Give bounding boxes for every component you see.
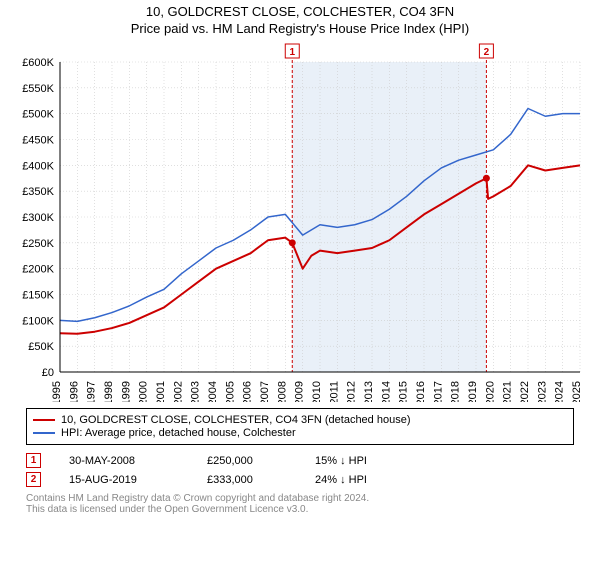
svg-text:2009: 2009 xyxy=(294,381,306,402)
svg-text:£550K: £550K xyxy=(22,83,54,95)
svg-text:£400K: £400K xyxy=(22,160,54,172)
svg-text:2001: 2001 xyxy=(155,381,167,402)
svg-text:£0: £0 xyxy=(42,367,54,379)
svg-text:2008: 2008 xyxy=(276,381,288,402)
svg-text:1995: 1995 xyxy=(51,381,63,402)
svg-text:£600K: £600K xyxy=(22,57,54,69)
event-date: 30-MAY-2008 xyxy=(69,455,179,467)
svg-text:2006: 2006 xyxy=(242,381,254,402)
page-title-address: 10, GOLDCREST CLOSE, COLCHESTER, CO4 3FN xyxy=(0,4,600,19)
svg-text:£450K: £450K xyxy=(22,135,54,147)
events-table: 1 30-MAY-2008 £250,000 15% ↓ HPI 2 15-AUG-201… xyxy=(26,453,574,487)
svg-text:£50K: £50K xyxy=(28,341,54,353)
legend: 10, GOLDCREST CLOSE, COLCHESTER, CO4 3FN… xyxy=(26,408,574,445)
svg-text:2021: 2021 xyxy=(502,381,514,402)
svg-text:£150K: £150K xyxy=(22,290,54,302)
svg-text:2017: 2017 xyxy=(432,381,444,402)
svg-text:2019: 2019 xyxy=(467,381,479,402)
legend-row: 10, GOLDCREST CLOSE, COLCHESTER, CO4 3FN… xyxy=(33,414,567,426)
svg-text:1999: 1999 xyxy=(120,381,132,402)
legend-swatch xyxy=(33,419,55,421)
event-row: 2 15-AUG-2019 £333,000 24% ↓ HPI xyxy=(26,472,574,487)
legend-label: HPI: Average price, detached house, Colc… xyxy=(61,427,296,439)
svg-text:2015: 2015 xyxy=(398,381,410,402)
footer-attribution: Contains HM Land Registry data © Crown c… xyxy=(26,493,574,515)
svg-text:2000: 2000 xyxy=(138,381,150,402)
event-delta: 24% ↓ HPI xyxy=(315,474,367,486)
svg-text:£350K: £350K xyxy=(22,186,54,198)
svg-text:£100K: £100K xyxy=(22,315,54,327)
svg-text:2025: 2025 xyxy=(571,381,583,402)
svg-text:2014: 2014 xyxy=(380,381,392,402)
event-date: 15-AUG-2019 xyxy=(69,474,179,486)
page-title-sub: Price paid vs. HM Land Registry's House … xyxy=(0,21,600,36)
event-price: £333,000 xyxy=(207,474,287,486)
svg-text:2: 2 xyxy=(484,47,490,58)
svg-text:2018: 2018 xyxy=(450,381,462,402)
event-marker: 1 xyxy=(26,453,41,468)
event-marker: 2 xyxy=(26,472,41,487)
svg-text:1: 1 xyxy=(289,47,295,58)
chart-container: £0 £50K £100K £150K £200K £250K £300K £350K £400… xyxy=(0,42,600,402)
svg-text:2003: 2003 xyxy=(190,381,202,402)
svg-text:£500K: £500K xyxy=(22,109,54,121)
svg-text:1998: 1998 xyxy=(103,381,115,402)
svg-text:£300K: £300K xyxy=(22,212,54,224)
svg-text:2011: 2011 xyxy=(328,381,340,402)
legend-row: HPI: Average price, detached house, Colc… xyxy=(33,427,567,439)
svg-text:2010: 2010 xyxy=(311,381,323,402)
svg-text:2007: 2007 xyxy=(259,381,271,402)
price-chart: £0 £50K £100K £150K £200K £250K £300K £350K £400… xyxy=(0,42,600,402)
svg-text:2005: 2005 xyxy=(224,381,236,402)
svg-text:2020: 2020 xyxy=(484,381,496,402)
svg-text:2012: 2012 xyxy=(346,381,358,402)
svg-text:2002: 2002 xyxy=(172,381,184,402)
legend-swatch xyxy=(33,432,55,434)
svg-text:£250K: £250K xyxy=(22,238,54,250)
svg-text:2023: 2023 xyxy=(536,381,548,402)
footer-line1: Contains HM Land Registry data © Crown c… xyxy=(26,493,574,504)
svg-text:2016: 2016 xyxy=(415,381,427,402)
event-delta: 15% ↓ HPI xyxy=(315,455,367,467)
svg-text:1997: 1997 xyxy=(86,381,98,402)
svg-text:2024: 2024 xyxy=(554,381,566,402)
svg-text:2004: 2004 xyxy=(207,381,219,402)
event-price: £250,000 xyxy=(207,455,287,467)
event-row: 1 30-MAY-2008 £250,000 15% ↓ HPI xyxy=(26,453,574,468)
footer-line2: This data is licensed under the Open Gov… xyxy=(26,504,574,515)
svg-text:2013: 2013 xyxy=(363,381,375,402)
svg-text:1996: 1996 xyxy=(68,381,80,402)
svg-text:2022: 2022 xyxy=(519,381,531,402)
legend-label: 10, GOLDCREST CLOSE, COLCHESTER, CO4 3FN… xyxy=(61,414,410,426)
svg-text:£200K: £200K xyxy=(22,264,54,276)
